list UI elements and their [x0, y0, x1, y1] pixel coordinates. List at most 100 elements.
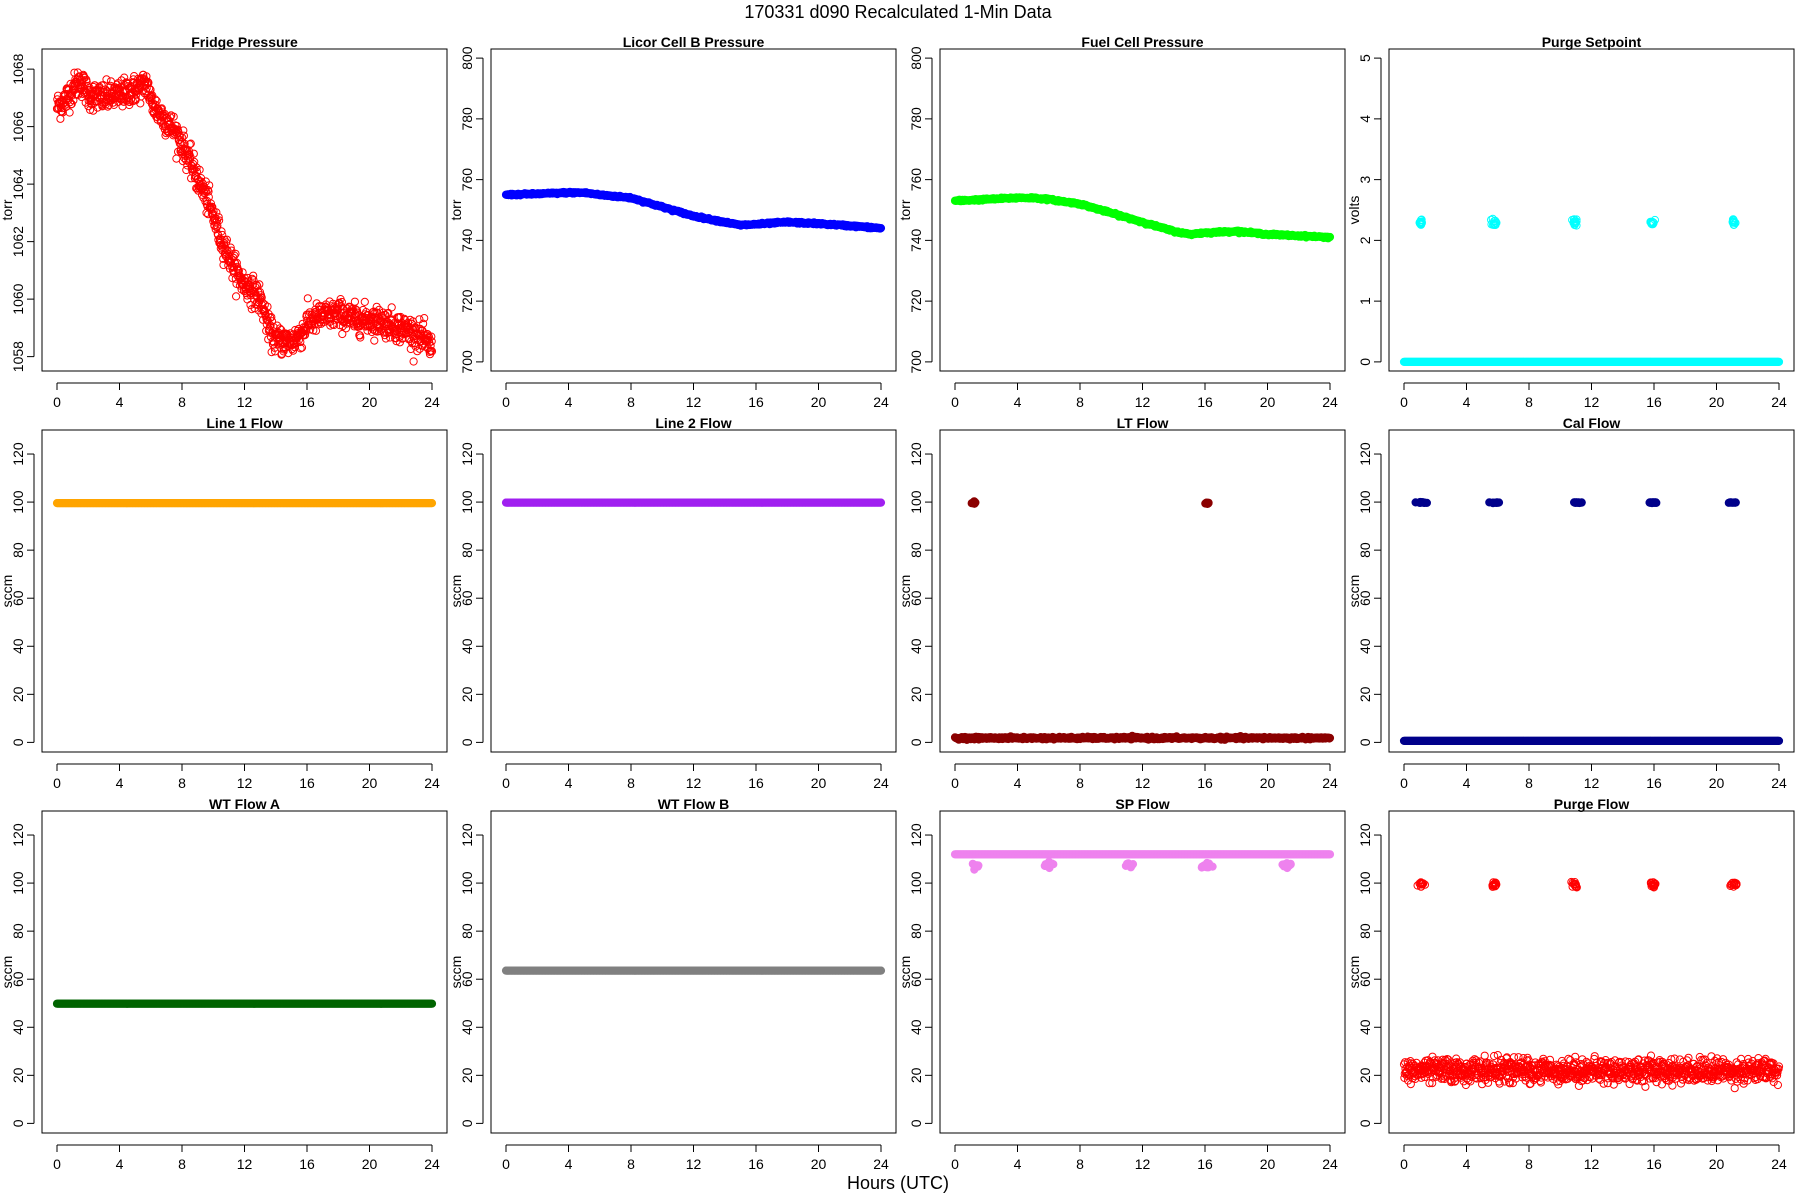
x-tick-label: 8 — [627, 775, 635, 791]
data-point — [118, 102, 127, 111]
data-point — [238, 268, 247, 277]
y-axis-title: torr — [0, 199, 15, 220]
data-point — [200, 186, 209, 195]
y-axis-title: sccm — [448, 575, 464, 608]
data-points — [501, 187, 886, 233]
x-axis: 0 4 8 12 16 20 24 — [1400, 382, 1787, 410]
data-point — [102, 75, 111, 84]
y-tick-label: 760 — [908, 168, 924, 192]
data-point — [67, 91, 77, 100]
panel-title: LT Flow — [1117, 415, 1169, 431]
data-point — [220, 235, 229, 244]
x-tick-label: 20 — [1260, 394, 1276, 410]
data-point — [275, 324, 284, 333]
y-tick-label: 0 — [459, 738, 475, 746]
y-tick-label: 1062 — [10, 226, 26, 257]
data-point — [1417, 215, 1426, 224]
data-point — [303, 294, 312, 303]
data-point — [195, 165, 204, 174]
x-tick-label: 16 — [1197, 775, 1213, 791]
y-tick-label: 780 — [908, 107, 924, 131]
x-tick-label: 16 — [1646, 394, 1662, 410]
x-axis: 0 4 8 12 16 20 24 — [53, 382, 440, 410]
x-tick-label: 12 — [1135, 775, 1151, 791]
x-tick-label: 24 — [873, 394, 889, 410]
y-axis-title: torr — [897, 199, 913, 220]
data-point — [218, 230, 227, 240]
data-point — [876, 224, 886, 233]
data-point — [419, 319, 428, 328]
data-point — [427, 337, 436, 346]
data-point — [356, 333, 365, 342]
data-point — [57, 107, 66, 116]
data-point — [1202, 498, 1211, 507]
y-tick-label: 60 — [10, 590, 26, 606]
x-tick-label: 20 — [811, 394, 827, 410]
y-tick-label: 1066 — [10, 111, 26, 142]
y-tick-label: 740 — [908, 228, 924, 252]
x-tick-label: 0 — [951, 775, 959, 791]
y-tick-label: 700 — [459, 350, 475, 374]
x-tick-label: 4 — [565, 775, 573, 791]
plot-frame — [490, 429, 897, 753]
data-point — [151, 95, 160, 104]
data-point — [294, 335, 303, 345]
data-point — [132, 90, 141, 99]
data-point — [255, 280, 264, 289]
data-point — [53, 95, 62, 104]
data-point — [1729, 218, 1738, 227]
data-point — [1325, 232, 1335, 242]
data-point — [205, 181, 214, 190]
plot-frame — [490, 48, 897, 372]
y-tick-label: 80 — [908, 542, 924, 558]
data-point — [413, 347, 422, 356]
data-point — [189, 149, 198, 158]
data-point — [120, 73, 129, 82]
data-point — [249, 271, 258, 280]
data-point — [215, 216, 224, 225]
data-point — [267, 313, 276, 322]
y-tick-label: 100 — [908, 490, 924, 514]
y-tick-label: 60 — [459, 590, 475, 606]
data-point — [206, 199, 215, 208]
x-tick-label: 16 — [299, 775, 315, 791]
data-point — [109, 100, 119, 110]
panel-title: Line 1 Flow — [206, 415, 282, 431]
data-point — [306, 325, 315, 334]
panel-title: Fridge Pressure — [191, 34, 298, 50]
x-axis: 0 4 8 12 16 20 24 — [53, 763, 440, 791]
y-tick-label: 800 — [908, 46, 924, 70]
plot-frame — [41, 48, 448, 372]
data-point — [350, 297, 359, 306]
data-point — [1415, 219, 1425, 228]
data-points — [1399, 214, 1784, 366]
x-tick-label: 16 — [1197, 394, 1213, 410]
data-point — [426, 341, 435, 350]
data-points — [501, 498, 886, 507]
x-tick-label: 8 — [178, 775, 186, 791]
x-axis: 0 4 8 12 16 20 24 — [502, 382, 889, 410]
y-tick-label: 40 — [908, 638, 924, 654]
data-point — [180, 139, 189, 148]
data-point — [1572, 215, 1581, 224]
y-tick-label: 120 — [459, 442, 475, 466]
data-point — [1325, 733, 1335, 743]
x-tick-label: 0 — [1400, 394, 1408, 410]
y-tick-label: 5 — [1357, 54, 1373, 62]
x-tick-label: 8 — [1076, 775, 1084, 791]
y-tick-label: 1060 — [10, 283, 26, 314]
y-tick-label: 100 — [10, 490, 26, 514]
x-tick-label: 24 — [1322, 775, 1338, 791]
y-axis-title: volts — [1346, 196, 1362, 225]
y-tick-label: 740 — [459, 228, 475, 252]
data-point — [226, 243, 235, 252]
panel-title: Licor Cell B Pressure — [623, 34, 765, 50]
x-tick-label: 20 — [811, 775, 827, 791]
x-tick-label: 0 — [502, 394, 510, 410]
data-point — [876, 498, 886, 507]
data-point — [312, 299, 321, 308]
y-axis-title: sccm — [0, 575, 15, 608]
